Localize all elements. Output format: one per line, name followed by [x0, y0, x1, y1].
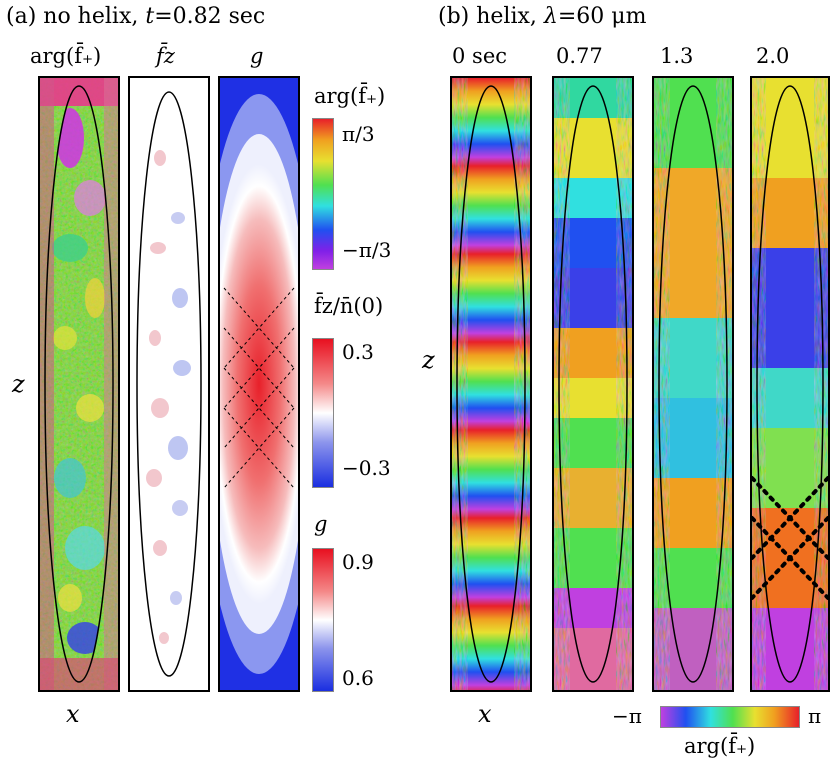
col-label-phase: arg(f̄₊) [30, 44, 102, 68]
panel-b-frame-2 [652, 76, 734, 692]
panel-a-fz-map [128, 76, 210, 692]
panel-b-lambda-symbol: λ [543, 4, 558, 29]
panel-b-frame-1 [552, 76, 634, 692]
time-label-0: 0 sec [452, 44, 508, 68]
col-label-fz: f̄z [156, 44, 175, 68]
cbar-phase [312, 118, 334, 270]
panel-b-xlabel: x [478, 700, 492, 728]
panel-a-fz-map-image [130, 78, 208, 690]
time-label-2: 1.3 [660, 44, 694, 68]
panel-b-frame-3 [750, 76, 830, 692]
cbar-g-min: 0.6 [342, 666, 374, 690]
cbar-g [312, 548, 334, 692]
panel-a-heading: (a) no helix, t=0.82 sec [6, 4, 265, 29]
panel-a-phase-map [38, 76, 120, 692]
panel-b-frame-2-image [654, 78, 732, 690]
panel-a-heading-prefix: (a) no helix, [6, 4, 139, 29]
cbar-fz [312, 338, 334, 488]
cbar-phase-title: arg(f̄₊) [314, 84, 386, 108]
cbar-g-max: 0.9 [342, 550, 374, 574]
panel-b-frame-0-image [452, 78, 530, 690]
panel-a-time-symbol: t [145, 4, 155, 29]
cbar-fz-title: f̄z/n̄(0) [314, 294, 384, 318]
cbar-full-title: arg(f̄₊) [684, 734, 756, 758]
time-label-1: 0.77 [556, 44, 603, 68]
panel-a-xlabel: x [66, 700, 80, 728]
panel-b-lambda-value: =60 μm [557, 4, 647, 29]
cbar-g-title: g [314, 512, 328, 536]
cbar-full-left: −π [612, 704, 642, 728]
cbar-full-phase [660, 706, 800, 728]
panel-b-heading: (b) helix, λ=60 μm [438, 4, 646, 29]
panel-b-zlabel: z [422, 346, 435, 374]
panel-a-phase-map-image [40, 78, 118, 690]
time-label-3: 2.0 [756, 44, 790, 68]
cbar-phase-max: π/3 [342, 122, 375, 146]
cbar-fz-max: 0.3 [342, 340, 374, 364]
panel-a-zlabel: z [12, 370, 25, 398]
panel-a-time-value: =0.82 sec [154, 4, 266, 29]
cbar-full-right: π [808, 704, 822, 728]
panel-b-heading-prefix: (b) helix, [438, 4, 537, 29]
panel-a-g-map-image [220, 78, 298, 690]
cbar-fz-min: −0.3 [342, 456, 391, 480]
cbar-phase-min: −π/3 [342, 238, 392, 262]
panel-a-g-map [218, 76, 300, 692]
panel-b-frame-1-image [554, 78, 632, 690]
panel-b-frame-0 [450, 76, 532, 692]
panel-b-frame-3-image [752, 78, 828, 690]
col-label-g: g [250, 44, 264, 68]
